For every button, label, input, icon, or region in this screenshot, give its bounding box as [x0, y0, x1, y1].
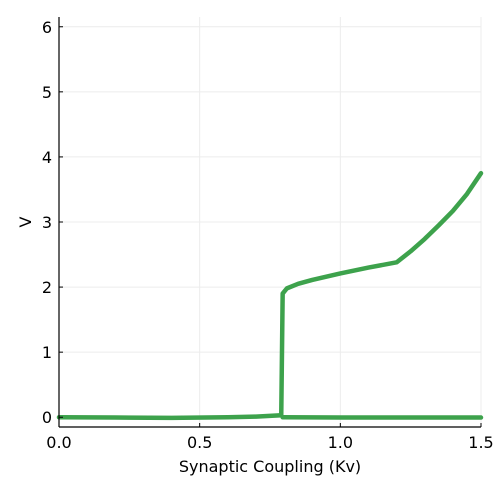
y-tick-label-4: 4: [42, 148, 52, 167]
x-tick-label-0: 0.0: [46, 433, 71, 452]
y-tick-label-6: 6: [42, 18, 52, 37]
x-axis-label: Synaptic Coupling (Kv): [179, 457, 361, 476]
x-tick-label-2: 1.0: [328, 433, 353, 452]
y-axis-label: V: [16, 216, 35, 227]
x-tick-label-3: 1.5: [468, 433, 493, 452]
y-tick-label-1: 1: [42, 343, 52, 362]
y-tick-label-0: 0: [42, 408, 52, 427]
y-tick-label-5: 5: [42, 83, 52, 102]
y-tick-label-2: 2: [42, 278, 52, 297]
series-line-0: [56, 170, 484, 421]
x-tick-label-1: 0.5: [187, 433, 212, 452]
y-tick-label-3: 3: [42, 213, 52, 232]
